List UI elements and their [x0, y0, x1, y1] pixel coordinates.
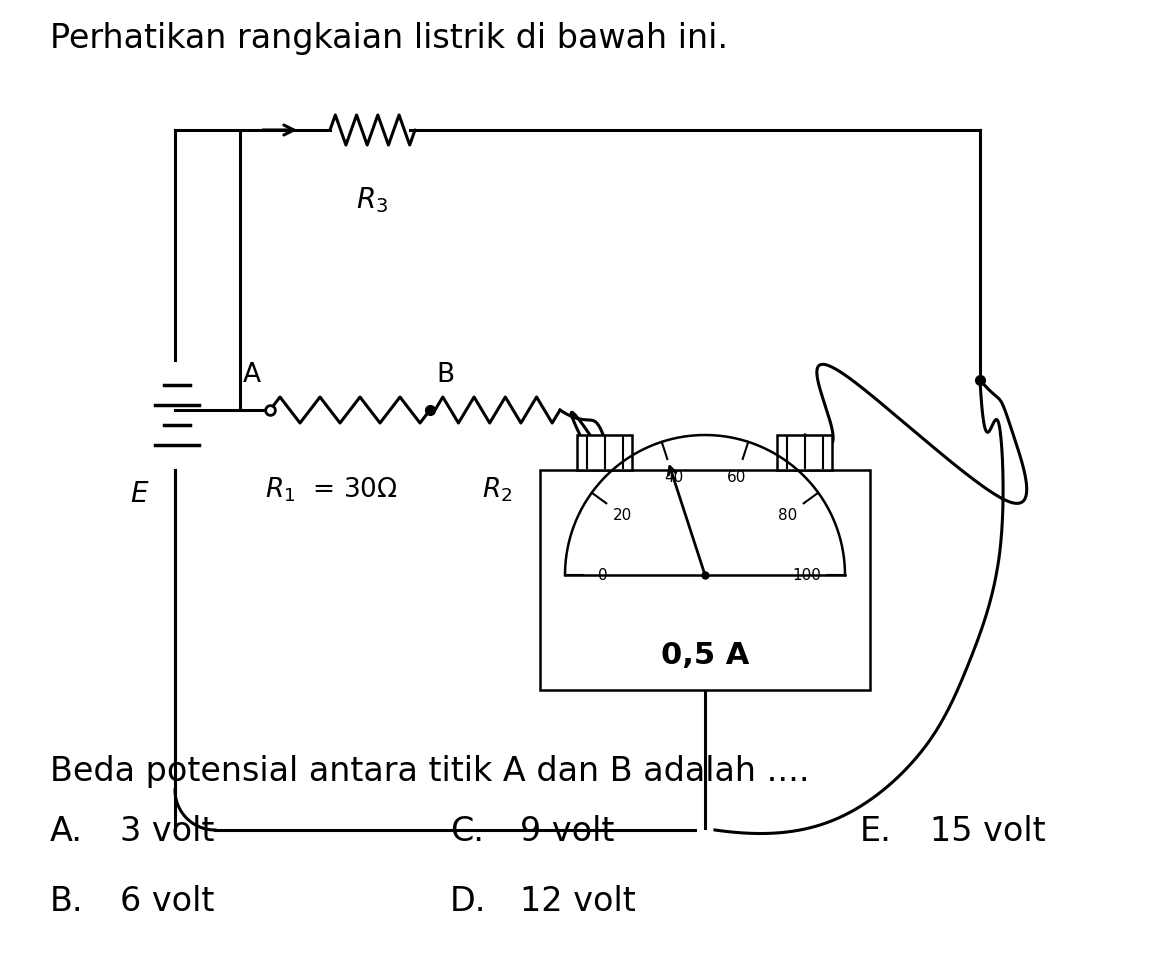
Text: $R_3$: $R_3$ [356, 185, 388, 215]
Text: 100: 100 [793, 567, 822, 583]
Text: A: A [243, 362, 261, 388]
Bar [778, 435, 832, 470]
Text: E: E [130, 480, 148, 508]
Bar [577, 435, 632, 470]
Text: D.: D. [450, 885, 487, 918]
Text: $R_1$  = 30$\Omega$: $R_1$ = 30$\Omega$ [265, 475, 398, 503]
Text: 40: 40 [663, 470, 683, 486]
Text: $R_2$: $R_2$ [482, 475, 512, 503]
Text: 6 volt: 6 volt [120, 885, 214, 918]
Text: 15 volt: 15 volt [930, 815, 1045, 848]
Text: B: B [436, 362, 454, 388]
Text: 60: 60 [726, 470, 746, 486]
Text: B.: B. [50, 885, 84, 918]
Text: C.: C. [450, 815, 484, 848]
Text: 20: 20 [613, 508, 632, 522]
Text: A.: A. [50, 815, 83, 848]
Text: 3 volt: 3 volt [120, 815, 214, 848]
Text: Beda potensial antara titik A dan B adalah ....: Beda potensial antara titik A dan B adal… [50, 755, 810, 788]
Text: 80: 80 [778, 508, 797, 522]
Text: E.: E. [860, 815, 892, 848]
Text: 12 volt: 12 volt [520, 885, 636, 918]
Bar [540, 470, 870, 690]
Text: 0,5 A: 0,5 A [661, 640, 750, 669]
Text: 9 volt: 9 volt [520, 815, 615, 848]
Text: Perhatikan rangkaian listrik di bawah ini.: Perhatikan rangkaian listrik di bawah in… [50, 22, 729, 55]
Text: 0: 0 [598, 567, 608, 583]
